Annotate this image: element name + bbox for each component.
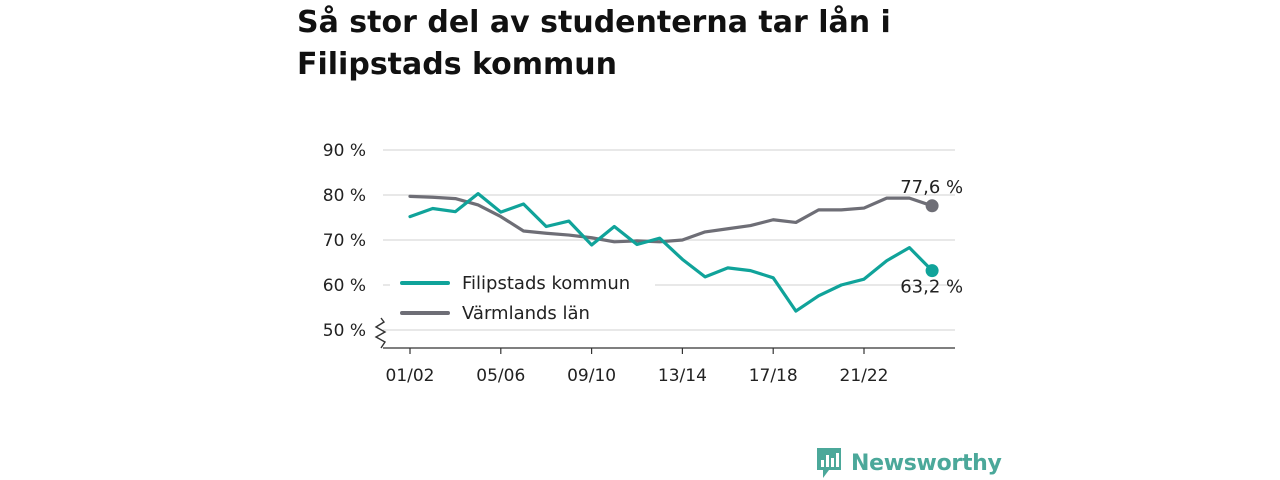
legend-background bbox=[390, 262, 655, 328]
end-point-filipstad bbox=[925, 264, 939, 278]
y-tick-label: 90 % bbox=[323, 141, 366, 161]
series-line-filipstad bbox=[408, 192, 934, 313]
brand-name: Newsworthy bbox=[851, 450, 1002, 476]
end-label-filipstad: 63,2 % bbox=[900, 277, 963, 298]
brand-logo: Newsworthy bbox=[815, 446, 1002, 480]
legend-label: Värmlands län bbox=[462, 303, 590, 324]
x-axis: 01/02 05/06 09/10 13/14 17/18 21/22 bbox=[374, 317, 955, 386]
legend-label: Filipstads kommun bbox=[462, 273, 630, 294]
series-lines bbox=[408, 192, 939, 313]
end-label-varmland: 77,6 % bbox=[900, 177, 963, 198]
end-labels: 77,6 % 63,2 % bbox=[900, 177, 963, 298]
x-tick-label: 05/06 bbox=[476, 366, 525, 386]
end-point-varmland bbox=[925, 199, 939, 213]
x-tick-label: 01/02 bbox=[386, 366, 435, 386]
axis-break-icon bbox=[374, 317, 387, 349]
y-tick-label: 80 % bbox=[323, 186, 366, 206]
legend: Filipstads kommun Värmlands län bbox=[390, 262, 655, 328]
chart-title: Så stor del av studenterna tar lån i Fil… bbox=[297, 5, 891, 82]
x-tick-label: 21/22 bbox=[840, 366, 889, 386]
newsworthy-logo-icon bbox=[817, 448, 841, 478]
y-tick-label: 50 % bbox=[323, 321, 366, 341]
y-tick-label: 60 % bbox=[323, 276, 366, 296]
y-axis-ticks: 50 % 60 % 70 % 80 % 90 % bbox=[323, 141, 366, 341]
y-tick-label: 70 % bbox=[323, 231, 366, 251]
x-tick-label: 17/18 bbox=[749, 366, 798, 386]
series-line-varmland bbox=[408, 194, 934, 244]
x-tick-label: 13/14 bbox=[658, 366, 707, 386]
x-tick-label: 09/10 bbox=[567, 366, 616, 386]
